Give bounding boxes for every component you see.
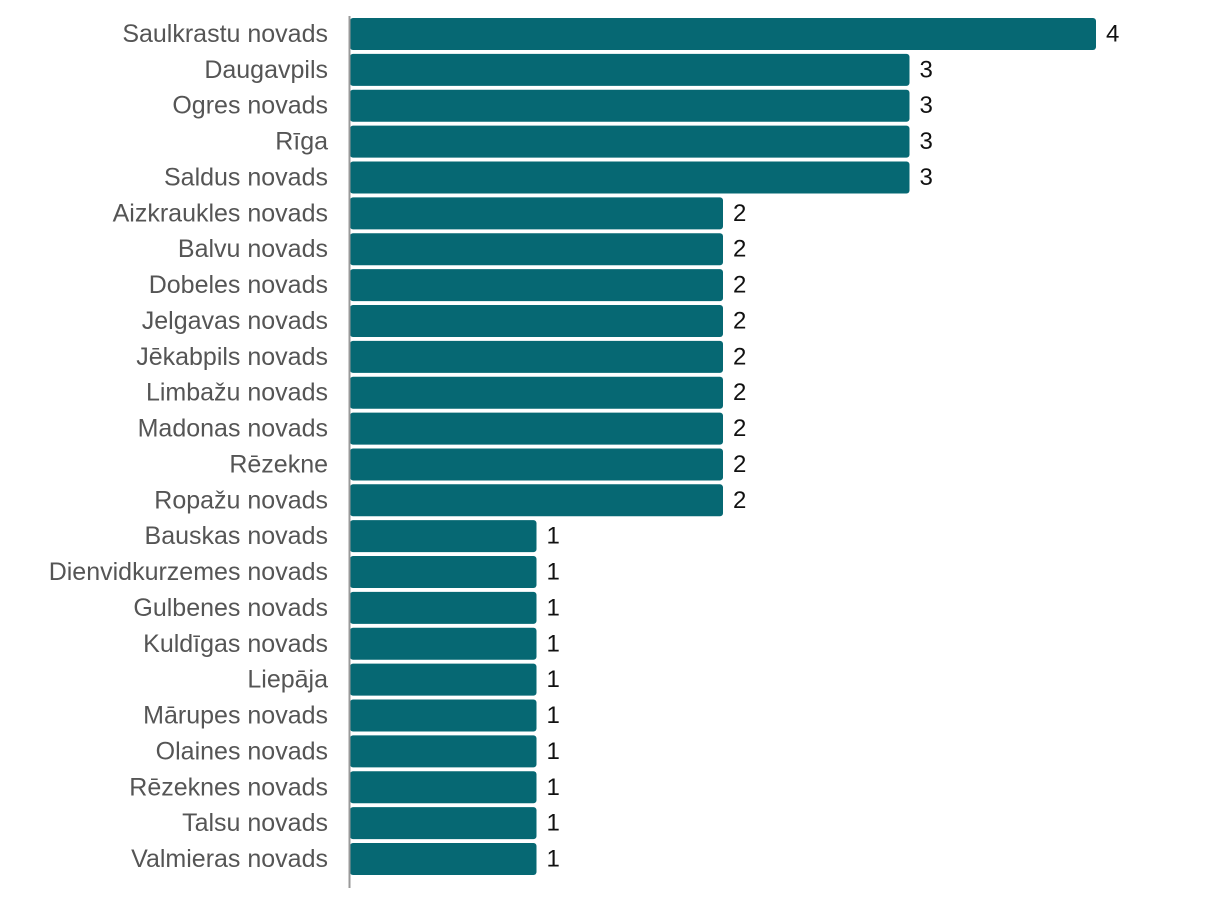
value-label: 1 (547, 846, 560, 873)
bar (350, 591, 537, 624)
value-label: 3 (920, 92, 933, 119)
category-label: Daugavpils (204, 56, 328, 84)
value-label: 1 (547, 810, 560, 837)
bars-layer (350, 18, 1096, 876)
value-label: 2 (733, 236, 746, 263)
category-label: Dienvidkurzemes novads (49, 558, 328, 586)
category-label: Kuldīgas novads (143, 630, 328, 658)
bar (350, 161, 910, 194)
bar (350, 663, 537, 696)
bar (350, 376, 723, 409)
category-label: Jēkabpils novads (136, 343, 328, 371)
category-label: Talsu novads (182, 809, 328, 837)
category-label: Ropažu novads (154, 486, 328, 514)
bar (350, 304, 723, 337)
category-label: Liepāja (247, 666, 328, 694)
value-label: 2 (733, 487, 746, 514)
value-label: 1 (547, 594, 560, 621)
value-label: 1 (547, 702, 560, 729)
bar (350, 484, 723, 517)
value-label: 3 (920, 164, 933, 191)
category-label: Bauskas novads (145, 522, 328, 550)
value-label: 2 (733, 200, 746, 227)
category-label: Mārupes novads (143, 702, 328, 730)
value-label: 1 (547, 559, 560, 586)
bar (350, 53, 910, 86)
bar (350, 340, 723, 373)
bar (350, 448, 723, 481)
category-label: Rīga (275, 128, 328, 156)
value-label: 2 (733, 451, 746, 478)
bar (350, 807, 537, 840)
value-label: 2 (733, 343, 746, 370)
category-label: Rēzekne (229, 450, 328, 478)
value-label: 4 (1106, 21, 1119, 48)
value-label: 2 (733, 307, 746, 334)
bar (350, 520, 537, 553)
bar (350, 843, 537, 876)
value-label: 3 (920, 56, 933, 83)
bar (350, 197, 723, 230)
value-label: 1 (547, 774, 560, 801)
bar (350, 735, 537, 768)
category-label: Limbažu novads (146, 379, 328, 407)
bar (350, 233, 723, 266)
category-label: Valmieras novads (131, 845, 328, 873)
bar (350, 125, 910, 158)
bar (350, 89, 910, 122)
bar (350, 699, 537, 732)
value-label: 1 (547, 523, 560, 550)
category-label: Saldus novads (164, 163, 328, 191)
category-label: Olaines novads (156, 737, 328, 765)
category-label: Saulkrastu novads (122, 20, 328, 48)
category-label: Madonas novads (138, 415, 328, 443)
value-label: 2 (733, 379, 746, 406)
category-label: Ogres novads (172, 92, 328, 120)
bar (350, 627, 537, 660)
bar (350, 771, 537, 804)
bar (350, 556, 537, 589)
category-label: Balvu novads (178, 235, 328, 263)
category-label: Dobeles novads (149, 271, 328, 299)
bar (350, 412, 723, 445)
value-label: 3 (920, 128, 933, 155)
category-label: Jelgavas novads (142, 307, 328, 335)
value-label: 1 (547, 738, 560, 765)
value-label: 1 (547, 666, 560, 693)
value-label: 2 (733, 272, 746, 299)
bar (350, 269, 723, 302)
category-label: Rēzeknes novads (129, 773, 328, 801)
category-label: Aizkraukles novads (113, 199, 328, 227)
value-label: 1 (547, 630, 560, 657)
value-label: 2 (733, 415, 746, 442)
bar (350, 18, 1096, 50)
labels-layer: Saulkrastu novads 4 Daugavpils 3 Ogres novad… (49, 20, 1120, 873)
category-label: Gulbenes novads (133, 594, 328, 622)
